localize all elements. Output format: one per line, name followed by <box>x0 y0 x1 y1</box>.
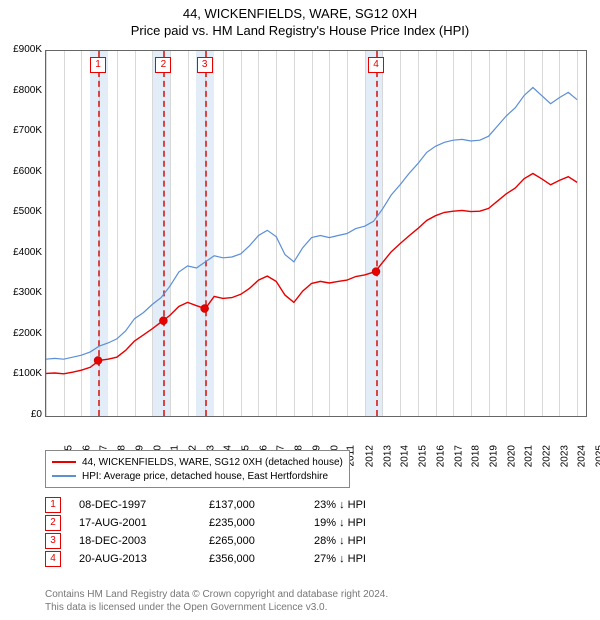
legend-item: 44, WICKENFIELDS, WARE, SG12 0XH (detach… <box>52 455 343 469</box>
x-axis-label: 2021 <box>524 445 535 467</box>
y-axis-label: £400K <box>0 247 42 258</box>
sale-pct: 28% ↓ HPI <box>314 535 434 547</box>
x-axis-label: 2025 <box>594 445 600 467</box>
x-axis-label: 2013 <box>382 445 393 467</box>
x-axis-label: 2018 <box>470 445 481 467</box>
y-axis-label: £200K <box>0 328 42 339</box>
y-axis-label: £500K <box>0 206 42 217</box>
sale-index: 3 <box>45 533 61 549</box>
legend-item: HPI: Average price, detached house, East… <box>52 469 343 483</box>
legend-label: 44, WICKENFIELDS, WARE, SG12 0XH (detach… <box>82 457 343 468</box>
sale-price: £356,000 <box>209 553 314 565</box>
x-axis-label: 2019 <box>488 445 499 467</box>
sale-marker: 1 <box>90 57 106 73</box>
y-axis-label: £0 <box>0 409 42 420</box>
footer-attribution: Contains HM Land Registry data © Crown c… <box>45 588 388 614</box>
sale-date: 20-AUG-2013 <box>79 553 209 565</box>
y-axis-label: £800K <box>0 85 42 96</box>
sale-index: 1 <box>45 497 61 513</box>
y-axis-label: £100K <box>0 368 42 379</box>
sale-point <box>201 305 209 313</box>
page-title: 44, WICKENFIELDS, WARE, SG12 0XH <box>0 0 600 21</box>
sale-price: £265,000 <box>209 535 314 547</box>
sale-date: 08-DEC-1997 <box>79 499 209 511</box>
table-row: 1 08-DEC-1997£137,00023% ↓ HPI <box>45 496 434 514</box>
y-axis-label: £700K <box>0 125 42 136</box>
table-row: 2 17-AUG-2001£235,00019% ↓ HPI <box>45 514 434 532</box>
footer-line: This data is licensed under the Open Gov… <box>45 601 388 614</box>
sale-pct: 19% ↓ HPI <box>314 517 434 529</box>
sale-date: 18-DEC-2003 <box>79 535 209 547</box>
sales-table: 1 08-DEC-1997£137,00023% ↓ HPI 2 17-AUG-200… <box>45 496 434 568</box>
legend-label: HPI: Average price, detached house, East… <box>82 471 328 482</box>
x-axis-label: 2017 <box>453 445 464 467</box>
x-axis-label: 2016 <box>435 445 446 467</box>
page-subtitle: Price paid vs. HM Land Registry's House … <box>0 21 600 38</box>
sale-marker: 3 <box>197 57 213 73</box>
sale-price: £137,000 <box>209 499 314 511</box>
x-axis-label: 2020 <box>506 445 517 467</box>
sale-index: 2 <box>45 515 61 531</box>
sale-pct: 23% ↓ HPI <box>314 499 434 511</box>
chart-area: 1 2 3 4 <box>45 50 587 417</box>
x-axis-label: 2024 <box>577 445 588 467</box>
series-property <box>46 174 577 374</box>
y-axis-label: £900K <box>0 44 42 55</box>
sale-point <box>372 268 380 276</box>
sale-point <box>159 317 167 325</box>
table-row: 4 20-AUG-2013£356,00027% ↓ HPI <box>45 550 434 568</box>
sale-marker: 2 <box>155 57 171 73</box>
sale-marker: 4 <box>368 57 384 73</box>
sale-index: 4 <box>45 551 61 567</box>
sale-point <box>94 356 102 364</box>
table-row: 3 18-DEC-2003£265,00028% ↓ HPI <box>45 532 434 550</box>
sale-price: £235,000 <box>209 517 314 529</box>
x-axis-label: 2015 <box>417 445 428 467</box>
series-hpi <box>46 88 577 360</box>
x-axis-label: 2023 <box>559 445 570 467</box>
x-axis-label: 2014 <box>400 445 411 467</box>
sale-pct: 27% ↓ HPI <box>314 553 434 565</box>
x-axis-label: 2022 <box>541 445 552 467</box>
x-axis-label: 2012 <box>364 445 375 467</box>
y-axis-label: £600K <box>0 166 42 177</box>
footer-line: Contains HM Land Registry data © Crown c… <box>45 588 388 601</box>
legend: 44, WICKENFIELDS, WARE, SG12 0XH (detach… <box>45 450 350 488</box>
y-axis-label: £300K <box>0 287 42 298</box>
sale-date: 17-AUG-2001 <box>79 517 209 529</box>
